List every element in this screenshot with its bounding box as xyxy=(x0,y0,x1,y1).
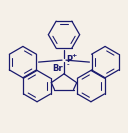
Text: Br: Br xyxy=(52,65,63,73)
Text: P: P xyxy=(66,55,72,64)
Text: +: + xyxy=(72,53,77,58)
Text: -: - xyxy=(67,63,70,68)
